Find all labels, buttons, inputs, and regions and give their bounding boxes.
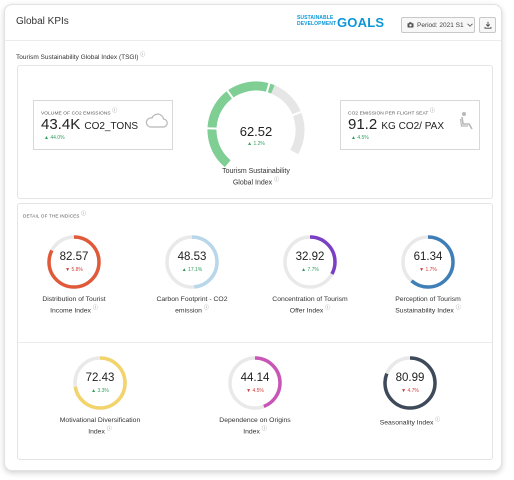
period-label: Period: 2021 S1	[417, 21, 464, 29]
index-ring	[383, 356, 437, 410]
gauge-tick	[290, 110, 303, 117]
index-circle	[399, 233, 457, 291]
cloud-icon	[145, 113, 168, 128]
co2-volume-label: VOLUME OF CO2 EMISSIONS ⓘ	[41, 108, 118, 117]
index-value: 48.53	[177, 251, 207, 263]
index-circle	[281, 233, 339, 291]
info-icon[interactable]: ⓘ	[112, 108, 118, 114]
index-label: Dependence on Origins Index ⓘ	[219, 417, 291, 436]
detail-panel	[17, 203, 493, 460]
tsgi-gauge	[205, 81, 305, 168]
header-bar: Global KPIs SUSTAINABLE DEVELOPMENT GOAL…	[5, 5, 501, 41]
index-label: Seasonality Index ⓘ	[379, 417, 441, 427]
page-title: Global KPIs	[16, 16, 69, 27]
gauge-label: Tourism Sustainability Global Index ⓘ	[222, 168, 290, 187]
gauge-tick	[265, 81, 271, 94]
co2-seat-delta: ▲ 4.5%	[351, 135, 369, 141]
index-circle	[71, 354, 129, 412]
info-icon[interactable]: ⓘ	[429, 108, 435, 114]
index-ring	[73, 356, 127, 410]
tsgi-panel: VOLUME OF CO2 EMISSIONS ⓘ 43.4K CO2_TONS…	[17, 65, 493, 199]
info-icon[interactable]: ⓘ	[140, 52, 146, 58]
download-icon	[484, 21, 491, 29]
index-label: Distribution of Tourist Income Index ⓘ	[42, 296, 106, 315]
seat-icon	[459, 112, 473, 130]
index-value: 72.43	[85, 372, 115, 384]
co2-seat-label: CO2 EMISSION PER FLIGHT SEAT ⓘ	[348, 108, 435, 117]
gauge-delta: ▲ 1.2%	[247, 141, 265, 147]
kpi-card: Global KPIs SUSTAINABLE DEVELOPMENT GOAL…	[4, 4, 502, 471]
info-icon[interactable]: ⓘ	[274, 177, 280, 183]
logo-line2: DEVELOPMENT	[297, 21, 337, 27]
chevron-down-icon	[466, 23, 473, 27]
info-icon[interactable]: ⓘ	[92, 305, 98, 311]
index-delta: ▲ 17.1%	[181, 267, 203, 273]
logo-goals: GOALS	[337, 15, 385, 30]
gauge-value: 62.52	[239, 124, 273, 139]
index-label: Carbon Footprint - CO2 emission ⓘ	[156, 296, 228, 315]
period-selector[interactable]: Period: 2021 S1	[401, 17, 475, 33]
index-ring	[401, 235, 455, 289]
index-circle	[226, 354, 284, 412]
info-icon[interactable]: ⓘ	[435, 417, 441, 423]
tsgi-section-title: Tourism Sustainability Global Index (TSG…	[16, 52, 146, 62]
info-icon[interactable]: ⓘ	[203, 305, 209, 311]
co2-volume-box: VOLUME OF CO2 EMISSIONS ⓘ 43.4K CO2_TONS…	[33, 100, 173, 150]
logo-line1: SUSTAINABLE	[297, 15, 334, 21]
index-delta: ▲ 7.7%	[301, 267, 319, 273]
index-value: 32.92	[295, 251, 325, 263]
info-icon[interactable]: ⓘ	[325, 305, 331, 311]
index-circle	[381, 354, 439, 412]
download-button[interactable]	[479, 17, 496, 33]
index-circle	[45, 233, 103, 291]
co2-volume-unit: CO2_TONS	[84, 121, 139, 132]
co2-volume-delta: ▲ 44.0%	[44, 135, 65, 141]
co2-volume-value: 43.4K CO2_TONS	[41, 116, 139, 133]
info-icon[interactable]: ⓘ	[261, 426, 267, 432]
info-icon[interactable]: ⓘ	[81, 211, 87, 217]
index-value: 61.34	[413, 251, 443, 263]
index-value: 82.57	[59, 251, 89, 263]
index-delta: ▼ 4.7%	[401, 388, 419, 394]
co2-seat-box: CO2 EMISSION PER FLIGHT SEAT ⓘ 91.2 KG C…	[340, 100, 480, 150]
co2-seat-unit: KG CO2/ PAX	[381, 121, 444, 132]
detail-section-title: DETAIL OF THE INDICES ⓘ	[23, 211, 87, 219]
gauge-tick	[225, 88, 235, 100]
detail-divider	[18, 342, 492, 343]
sdg-logo: SUSTAINABLE DEVELOPMENT GOALS	[297, 15, 397, 33]
index-value: 44.14	[240, 372, 270, 384]
index-delta: ▼ 4.5%	[246, 388, 264, 394]
index-ring	[283, 235, 337, 289]
index-label: Concentration of Tourism Offer Index ⓘ	[272, 296, 348, 315]
co2-seat-value: 91.2 KG CO2/ PAX	[348, 116, 444, 133]
camera-icon	[407, 22, 414, 28]
index-value: 80.99	[395, 372, 425, 384]
gauge-fill	[207, 81, 275, 168]
index-ring	[228, 356, 282, 410]
index-ring	[47, 235, 101, 289]
index-delta: ▼ 1.7%	[419, 267, 437, 273]
info-icon[interactable]: ⓘ	[106, 426, 112, 432]
index-delta: ▲ 3.3%	[91, 388, 109, 394]
index-delta: ▼ 5.8%	[65, 267, 83, 273]
info-icon[interactable]: ⓘ	[455, 305, 461, 311]
index-ring	[165, 235, 219, 289]
index-label: Motivational Diversification Index ⓘ	[59, 417, 141, 436]
index-circle	[163, 233, 221, 291]
index-label: Perception of Tourism Sustainability Inde…	[395, 296, 461, 315]
